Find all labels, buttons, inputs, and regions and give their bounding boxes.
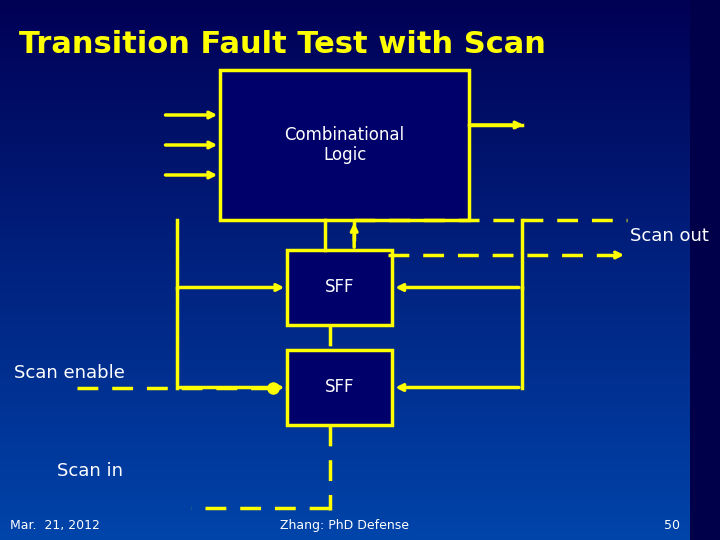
Text: Transition Fault Test with Scan: Transition Fault Test with Scan (19, 30, 546, 59)
Bar (287, 350, 392, 425)
Text: Scan enable: Scan enable (14, 364, 125, 382)
Bar (287, 250, 392, 325)
Bar (220, 70, 469, 220)
Text: SFF: SFF (325, 379, 354, 396)
Text: Zhang: PhD Defense: Zhang: PhD Defense (280, 519, 409, 532)
Text: SFF: SFF (325, 279, 354, 296)
Text: 50: 50 (664, 519, 680, 532)
Text: Scan out: Scan out (630, 227, 708, 245)
Text: Mar.  21, 2012: Mar. 21, 2012 (9, 519, 99, 532)
Text: Scan in: Scan in (58, 462, 123, 480)
Text: Combinational
Logic: Combinational Logic (284, 126, 405, 164)
